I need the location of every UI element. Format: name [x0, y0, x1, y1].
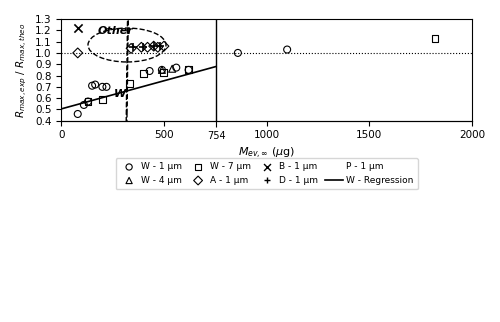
Point [127, 46, 135, 51]
Point [102, 84, 110, 90]
Point [234, 50, 242, 55]
Text: W: W [114, 89, 126, 99]
Point [154, 45, 162, 50]
Point [160, 43, 168, 49]
Point [150, 43, 158, 49]
Point [138, 45, 145, 50]
Point [140, 45, 147, 50]
Point [98, 84, 106, 90]
Point [74, 50, 82, 55]
Point [150, 43, 158, 49]
Point [74, 111, 82, 117]
X-axis label: $M_{ev,\infty}$ ($\mu$g): $M_{ev,\infty}$ ($\mu$g) [238, 146, 295, 161]
Point [140, 71, 147, 76]
Point [91, 82, 99, 87]
Point [158, 67, 166, 72]
Point [119, 39, 127, 44]
Point [184, 67, 192, 72]
Point [98, 97, 106, 102]
Text: Other: Other [97, 26, 133, 36]
Point [160, 70, 168, 75]
Point [283, 47, 291, 52]
Legend: W - 1 μm, W - 4 μm, W - 7 μm, A - 1 μm, B - 1 μm, D - 1 μm, P - 1 μm, W - Regres: W - 1 μm, W - 4 μm, W - 7 μm, A - 1 μm, … [116, 158, 418, 189]
Point [129, 45, 137, 50]
Point [431, 36, 439, 41]
Point [136, 39, 143, 44]
Point [125, 81, 133, 86]
Point [158, 67, 166, 72]
Y-axis label: $R_{max,exp}$ / $R_{max,theo}$: $R_{max,exp}$ / $R_{max,theo}$ [15, 22, 30, 118]
Point [84, 99, 92, 104]
Point [172, 65, 180, 70]
Point [84, 99, 92, 104]
Point [88, 83, 96, 88]
Point [156, 43, 164, 49]
Point [168, 66, 176, 71]
Point [146, 69, 154, 74]
Point [184, 67, 192, 72]
Point [144, 45, 152, 50]
Point [80, 102, 88, 108]
Point [74, 25, 82, 31]
